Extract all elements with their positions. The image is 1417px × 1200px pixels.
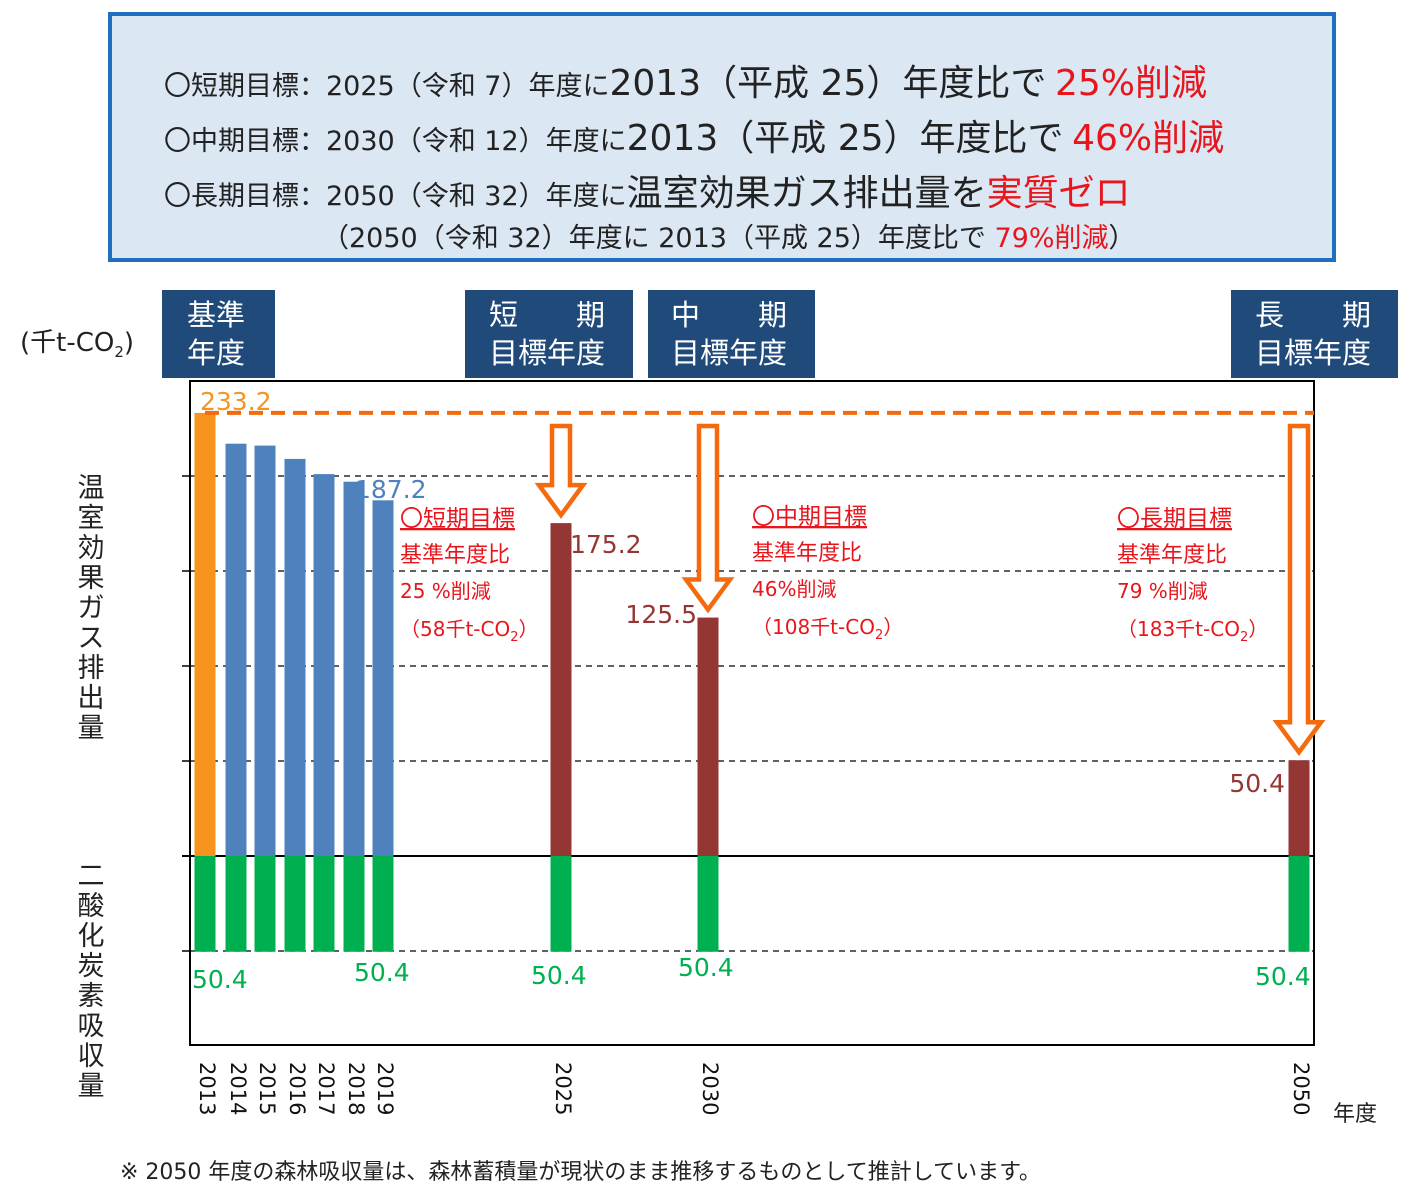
absorption-bar-2019 [372,856,394,952]
label-2030-emission: 125.5 [625,600,697,629]
emission-bar-2018 [343,481,365,856]
absorption-bar-2017 [313,856,335,952]
header-mid-term: 中 期 目標年度 [648,290,815,378]
goal-long-target: 温室効果ガス排出量を [626,173,987,214]
header-base-line2: 年度 [187,336,246,370]
annotation-long-term-reduction: 79 %削減 [1117,579,1208,603]
header-long-line2: 目標年度 [1255,336,1372,370]
header-short-line2: 目標年度 [489,336,606,370]
goal-short-line: 〇短期目標：2025（令和 7）年度に2013（平成 25）年度比で 25%削減 [164,54,1207,106]
annotation-mid-term-base: 基準年度比 [752,541,862,566]
emission-bar-2016 [284,458,306,856]
goal-mid-line: 〇中期目標：2030（令和 12）年度に2013（平成 25）年度比で 46%削… [164,109,1224,161]
goal-short-prefix: 〇短期目標：2025（令和 7）年度に [164,71,610,102]
header-short-term: 短 期 目標年度 [465,290,633,378]
emission-bar-2030 [697,617,719,856]
x-tick-2050: 2050 [1289,1062,1313,1115]
header-short-line1: 短 期 [489,298,606,332]
arrow-long-term [1272,423,1326,757]
goals-box: 〇短期目標：2025（令和 7）年度に2013（平成 25）年度比で 25%削減… [108,12,1336,262]
goal-long-detail: （2050（令和 32）年度に 2013（平成 25）年度比で 79%削減） [322,216,1136,255]
y-label-emissions: 温室効果ガス排出量 [77,473,105,744]
arrow-mid-term [681,423,735,614]
annotation-mid-term-title: 〇中期目標 [752,504,867,530]
goal-long-detail-suffix: ） [1108,223,1136,254]
header-long-term: 長 期 目標年度 [1231,290,1398,378]
y-label-absorption: 二酸化炭素吸収量 [77,861,105,1102]
label-2019-absorption: 50.4 [354,958,410,987]
annotation-short-term-title: 〇短期目標 [400,506,515,532]
goal-short-reduction: 25%削減 [1054,63,1207,104]
goal-mid-reduction: 46%削減 [1072,118,1225,159]
absorption-bar-2018 [343,856,365,952]
absorption-bar-2030 [697,856,719,952]
emission-bar-2017 [313,474,335,856]
unit-close: ) [123,328,135,358]
absorption-bar-2050 [1288,856,1310,952]
goal-mid-prefix: 〇中期目標：2030（令和 12）年度に [164,126,627,157]
goal-long-detail-prefix: （2050（令和 32）年度に 2013（平成 25）年度比で [322,223,986,254]
arrow-short-term [534,423,588,519]
absorption-bar-2016 [284,856,306,952]
x-tick-2019: 2019 [373,1062,397,1115]
header-long-line1: 長 期 [1255,298,1372,332]
annotation-mid-term-amount: （108千t-CO2） [752,615,903,643]
header-mid-line2: 目標年度 [671,336,788,370]
annotation-short-term-reduction: 25 %削減 [400,579,491,603]
unit-text: (千t-CO [20,328,115,358]
goal-long-detail-reduction: 79%削減 [994,223,1109,254]
x-tick-2016: 2016 [285,1062,309,1115]
x-tick-2015: 2015 [255,1062,279,1115]
label-2013-emission: 233.2 [200,387,272,416]
unit-subscript: 2 [114,343,124,362]
absorption-bar-2013 [194,856,216,952]
emission-bar-2050 [1288,760,1310,856]
annotation-short-term-amount: （58千t-CO2） [400,617,539,645]
goal-mid-base: 2013（平成 25）年度比で [626,118,1064,159]
annotation-long-term-base: 基準年度比 [1117,543,1227,568]
label-2050-absorption: 50.4 [1255,962,1311,991]
header-mid-line1: 中 期 [671,298,788,332]
goal-long-zero: 実質ゼロ [986,173,1131,214]
x-tick-2025: 2025 [551,1062,575,1115]
x-tick-2017: 2017 [314,1062,338,1115]
header-base-line1: 基準 [187,298,246,332]
label-2025-absorption: 50.4 [531,961,587,990]
goal-long-prefix: 〇長期目標：2050（令和 32）年度に [164,181,627,212]
x-tick-2013: 2013 [195,1062,219,1115]
label-2019-emission: 187.2 [355,475,427,504]
emission-bar-2014 [225,443,247,856]
x-axis-unit: 年度 [1333,1102,1378,1127]
absorption-bar-2014 [225,856,247,952]
label-2013-absorption: 50.4 [192,965,248,994]
annotation-short-term-base: 基準年度比 [400,543,510,568]
label-2030-absorption: 50.4 [678,953,734,982]
x-tick-2030: 2030 [698,1062,722,1115]
footnote: ※ 2050 年度の森林吸収量は、森林蓄積量が現状のまま推移するものとして推計し… [120,1160,1041,1185]
annotation-long-term-title: 〇長期目標 [1117,506,1232,532]
goal-short-base: 2013（平成 25）年度比で [609,63,1047,104]
x-tick-2014: 2014 [226,1062,250,1115]
emission-bar-2013 [194,412,216,856]
annotation-mid-term-reduction: 46%削減 [752,577,836,601]
absorption-bar-2025 [550,856,572,952]
goal-long-line: 〇長期目標：2050（令和 32）年度に温室効果ガス排出量を実質ゼロ [164,164,1131,216]
emission-bar-2019 [372,500,394,856]
annotation-long-term-amount: （183千t-CO2） [1117,617,1268,645]
x-tick-2018: 2018 [344,1062,368,1115]
plot-frame [189,380,1315,1046]
unit-label: (千t-CO2) [20,322,134,361]
emission-bar-2025 [550,523,572,856]
label-2050-emission: 50.4 [1229,769,1285,798]
emission-bar-2015 [254,445,276,856]
label-2025-emission: 175.2 [570,530,642,559]
absorption-bar-2015 [254,856,276,952]
header-base-year: 基準 年度 [162,290,275,378]
